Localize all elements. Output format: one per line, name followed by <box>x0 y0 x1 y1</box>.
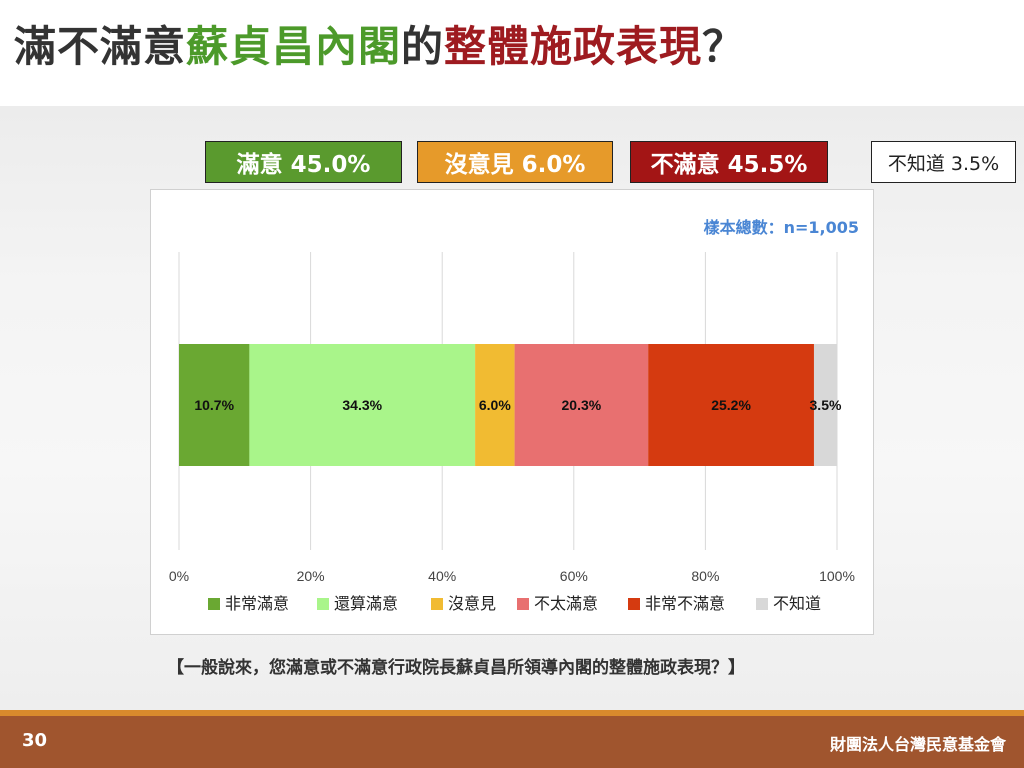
survey-question: 【一般說來，您滿意或不滿意行政院長蘇貞昌所領導內閣的整體施政表現？】 <box>167 658 745 678</box>
title-part-2: 蘇貞昌內閣 <box>186 22 402 71</box>
data-label-5: 3.5% <box>810 397 842 413</box>
x-tick-label-4: 80% <box>691 568 719 584</box>
stacked-bar-chart: 0% 20% 40% 60% 80% 100% 10.7% 34.3% 6.0% 20.3% 25.… <box>169 252 855 613</box>
legend-label-0: 非常滿意 <box>225 594 289 613</box>
summary-unsatisfied-box: 不滿意 45.5% <box>630 141 828 183</box>
data-label-2: 6.0% <box>479 397 511 413</box>
summary-neutral-box: 沒意見 6.0% <box>417 141 613 183</box>
x-tick-label-0: 0% <box>169 568 189 584</box>
slide-title: 滿不滿意蘇貞昌內閣的整體施政表現？ <box>14 22 745 72</box>
legend-label-5: 不知道 <box>773 594 821 613</box>
bar-segment-4 <box>648 344 814 466</box>
legend-label-3: 不太滿意 <box>534 594 598 613</box>
summary-unknown-box: 不知道 3.5% <box>871 141 1016 183</box>
x-tick-label-3: 60% <box>560 568 588 584</box>
data-label-1: 34.3% <box>342 397 382 413</box>
title-part-3: 的 <box>401 22 445 71</box>
legend-label-2: 沒意見 <box>448 594 496 613</box>
bar-segment-3 <box>514 344 649 466</box>
legend-swatch-4 <box>628 598 640 610</box>
organization-name: 財團法人台灣民意基金會 <box>829 735 1006 754</box>
title-bar: 滿不滿意蘇貞昌內閣的整體施政表現？ <box>0 0 1024 106</box>
summary-satisfied-box: 滿意 45.0% <box>205 141 402 183</box>
legend-swatch-5 <box>756 598 768 610</box>
title-part-5: ？ <box>702 22 746 71</box>
legend-label-4: 非常不滿意 <box>645 594 725 613</box>
footer-stripe <box>0 710 1024 716</box>
legend-swatch-0 <box>208 598 220 610</box>
x-tick-label-1: 20% <box>297 568 325 584</box>
legend-swatch-2 <box>431 598 443 610</box>
data-label-4: 25.2% <box>711 397 751 413</box>
x-tick-label-5: 100% <box>819 568 855 584</box>
page-number: 30 <box>22 730 48 751</box>
bar-segment-5 <box>813 344 837 466</box>
bar-segment-1 <box>249 344 476 466</box>
title-part-4: 整體施政表現 <box>444 22 703 71</box>
title-part-1: 滿不滿意 <box>14 22 187 71</box>
legend-swatch-1 <box>317 598 329 610</box>
chart-panel: 樣本總數：n=1,005 0% 20% 40% 60% 80% 100% 10.7% 34.3… <box>150 189 874 635</box>
legend-label-1: 還算滿意 <box>334 594 398 613</box>
bar-segment-0 <box>179 344 250 466</box>
data-label-3: 20.3% <box>562 397 602 413</box>
x-tick-label-2: 40% <box>428 568 456 584</box>
data-label-0: 10.7% <box>194 397 234 413</box>
bar-segment-2 <box>475 344 515 466</box>
footer-bar: 30 財團法人台灣民意基金會 <box>0 716 1024 768</box>
legend-swatch-3 <box>517 598 529 610</box>
sample-size-label: 樣本總數：n=1,005 <box>703 218 859 237</box>
